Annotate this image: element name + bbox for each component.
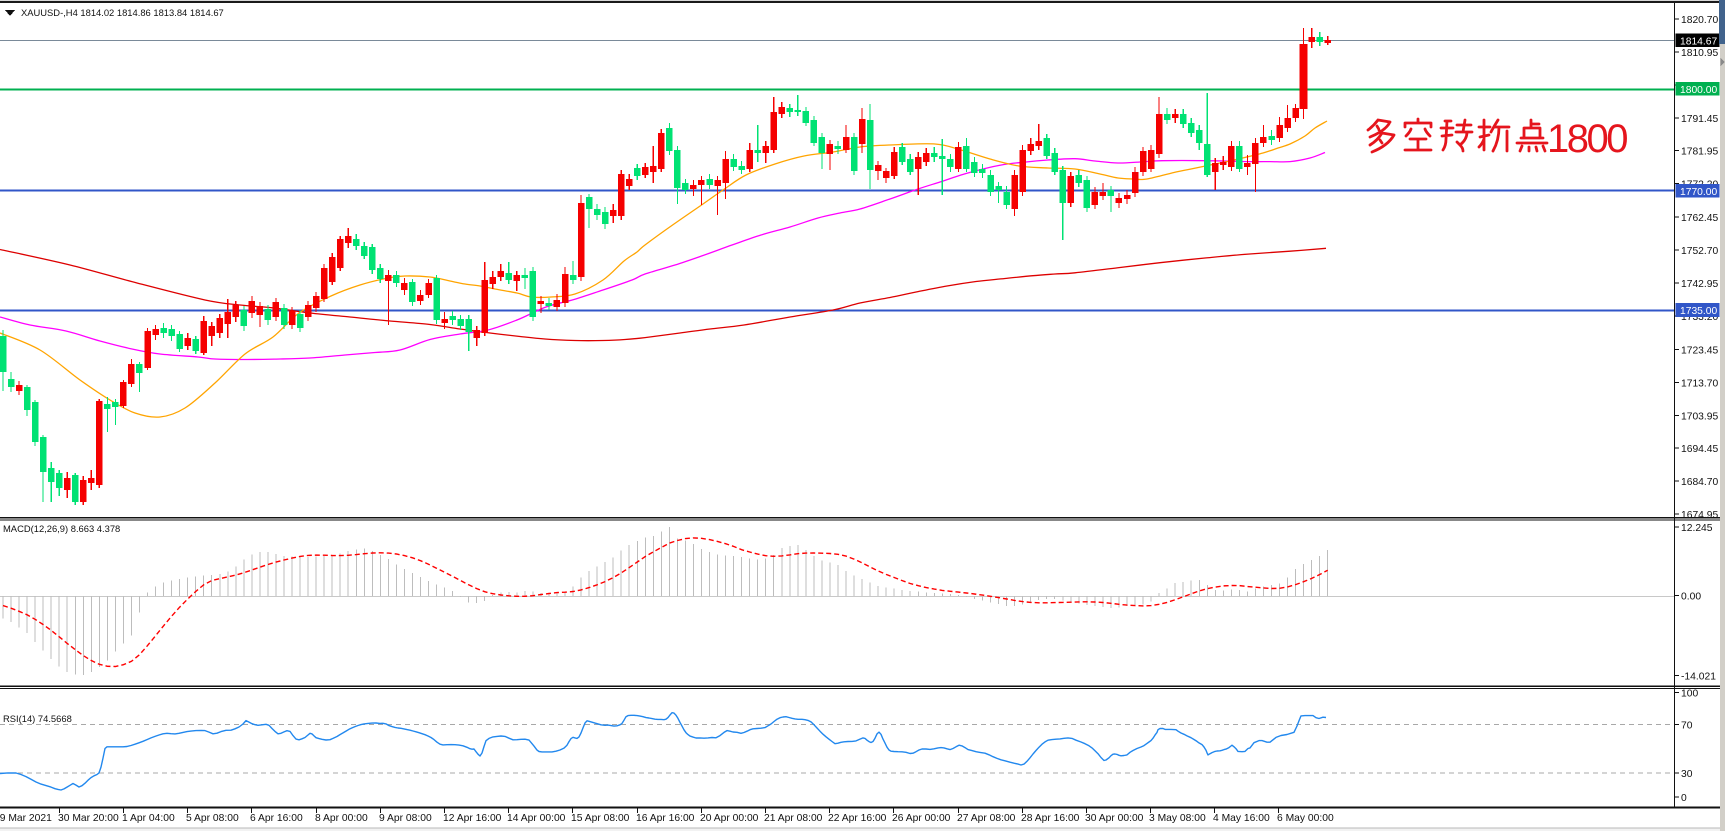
svg-text:1694.45: 1694.45 <box>1681 444 1718 455</box>
svg-text:4 May 16:00: 4 May 16:00 <box>1213 813 1270 824</box>
svg-text:5 Apr 08:00: 5 Apr 08:00 <box>186 813 239 824</box>
svg-text:6 May 00:00: 6 May 00:00 <box>1277 813 1334 824</box>
svg-text:20 Apr 00:00: 20 Apr 00:00 <box>700 813 759 824</box>
svg-text:1770.00: 1770.00 <box>1680 187 1717 198</box>
svg-text:22 Apr 16:00: 22 Apr 16:00 <box>828 813 887 824</box>
svg-text:1814.67: 1814.67 <box>1680 36 1717 47</box>
svg-text:6 Apr 16:00: 6 Apr 16:00 <box>250 813 303 824</box>
svg-text:9 Apr 08:00: 9 Apr 08:00 <box>379 813 432 824</box>
svg-text:1762.45: 1762.45 <box>1681 213 1718 224</box>
svg-text:1713.70: 1713.70 <box>1681 379 1718 390</box>
svg-text:1820.70: 1820.70 <box>1681 15 1718 26</box>
svg-text:21 Apr 08:00: 21 Apr 08:00 <box>764 813 823 824</box>
svg-text:1742.95: 1742.95 <box>1681 279 1718 290</box>
svg-text:1674.95: 1674.95 <box>1681 510 1718 521</box>
svg-text:3 May 08:00: 3 May 08:00 <box>1149 813 1206 824</box>
svg-text:1 Apr 04:00: 1 Apr 04:00 <box>122 813 175 824</box>
svg-text:1703.95: 1703.95 <box>1681 412 1718 423</box>
svg-text:1781.95: 1781.95 <box>1681 147 1718 158</box>
svg-text:1733.20: 1733.20 <box>1681 312 1718 323</box>
svg-text:30 Apr 00:00: 30 Apr 00:00 <box>1085 813 1144 824</box>
svg-text:70: 70 <box>1681 720 1693 731</box>
svg-text:XAUUSD-,H4 1814.02 1814.86 18: XAUUSD-,H4 1814.02 1814.86 1813.84 1814.… <box>21 7 224 18</box>
svg-text:1791.45: 1791.45 <box>1681 114 1718 125</box>
svg-text:26 Apr 00:00: 26 Apr 00:00 <box>892 813 951 824</box>
svg-text:1735.00: 1735.00 <box>1680 306 1717 317</box>
svg-text:RSI(14) 74.5668: RSI(14) 74.5668 <box>3 713 72 724</box>
svg-text:29 Mar 2021: 29 Mar 2021 <box>0 813 52 824</box>
svg-text:0: 0 <box>1681 793 1687 804</box>
svg-text:-14.021: -14.021 <box>1681 671 1716 682</box>
svg-text:15 Apr 08:00: 15 Apr 08:00 <box>571 813 630 824</box>
svg-text:1752.70: 1752.70 <box>1681 246 1718 257</box>
svg-text:14 Apr 00:00: 14 Apr 00:00 <box>507 813 566 824</box>
svg-text:30 Mar 20:00: 30 Mar 20:00 <box>58 813 119 824</box>
svg-text:1800: 1800 <box>1547 117 1627 161</box>
svg-text:16 Apr 16:00: 16 Apr 16:00 <box>636 813 695 824</box>
svg-text:1810.95: 1810.95 <box>1681 48 1718 59</box>
svg-text:12.245: 12.245 <box>1681 523 1713 534</box>
svg-text:100: 100 <box>1681 688 1698 699</box>
svg-text:12 Apr 16:00: 12 Apr 16:00 <box>443 813 502 824</box>
svg-text:1723.45: 1723.45 <box>1681 345 1718 356</box>
svg-text:28 Apr 16:00: 28 Apr 16:00 <box>1021 813 1080 824</box>
svg-text:27 Apr 08:00: 27 Apr 08:00 <box>957 813 1016 824</box>
svg-text:8 Apr 00:00: 8 Apr 00:00 <box>315 813 368 824</box>
svg-text:MACD(12,26,9) 8.663 4.378: MACD(12,26,9) 8.663 4.378 <box>3 523 120 534</box>
svg-text:1684.70: 1684.70 <box>1681 477 1718 488</box>
svg-text:30: 30 <box>1681 769 1693 780</box>
svg-text:0.00: 0.00 <box>1681 592 1701 603</box>
svg-text:1800.00: 1800.00 <box>1680 85 1717 96</box>
